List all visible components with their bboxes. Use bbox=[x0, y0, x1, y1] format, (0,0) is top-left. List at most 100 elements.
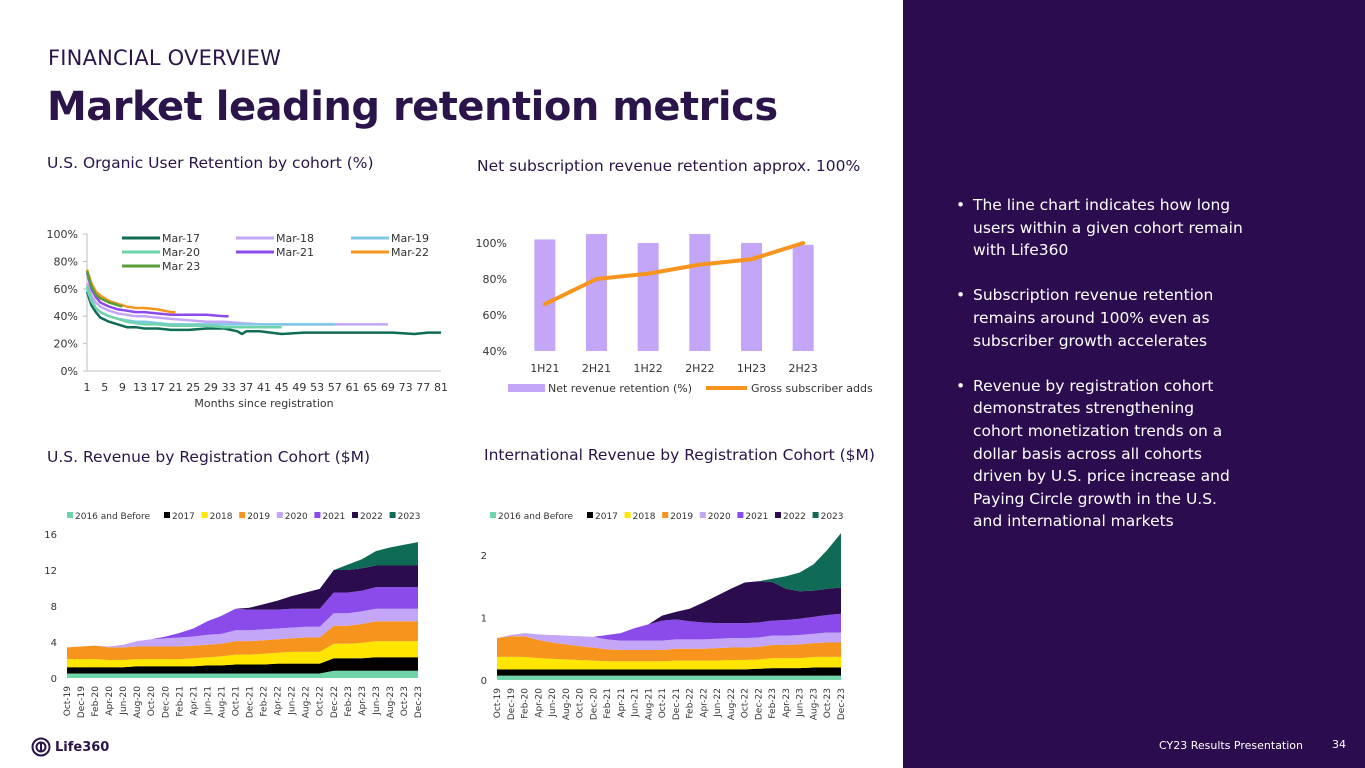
intl-revenue-area-chart: 0 1 2 Oct-19 Dec-19 Feb-20 Apr-20 Jun-20 Aug-20 O… bbox=[481, 512, 847, 720]
legend-label: 2021 bbox=[745, 512, 768, 522]
legend-label: 2018 bbox=[633, 512, 656, 522]
y-tick-label: 0% bbox=[61, 365, 78, 378]
legend-label: 2023 bbox=[398, 512, 421, 522]
y-tick-label: 2 bbox=[481, 551, 487, 562]
legend-label: 2023 bbox=[821, 512, 844, 522]
area-2021 bbox=[67, 587, 418, 648]
bar bbox=[534, 239, 556, 351]
x-tick-label: Apr-23 bbox=[358, 686, 368, 716]
area-2016-and-before bbox=[67, 670, 418, 678]
legend-swatch bbox=[587, 512, 593, 518]
x-tick-label: Dec-21 bbox=[246, 686, 256, 718]
x-tick-label: 21 bbox=[169, 381, 183, 394]
bullet-item: • Subscription revenue retention remains … bbox=[956, 286, 1214, 350]
x-tick-label: 29 bbox=[204, 381, 218, 394]
legend-swatch bbox=[239, 512, 246, 518]
x-tick-label: Jun-22 bbox=[713, 688, 723, 718]
y-tick-label: 100% bbox=[47, 228, 78, 241]
x-tick-label: 81 bbox=[434, 381, 448, 394]
area-2018 bbox=[497, 656, 841, 670]
x-tick-label: 2H23 bbox=[789, 362, 818, 375]
legend-label: Mar-17 bbox=[162, 232, 200, 245]
legend-label: 2022 bbox=[360, 512, 383, 522]
area-2020 bbox=[497, 632, 841, 650]
legend-label: 2022 bbox=[783, 512, 806, 522]
area-2017 bbox=[67, 657, 418, 674]
series-line-mar-22 bbox=[85, 269, 176, 314]
x-tick-label: Dec-22 bbox=[330, 686, 340, 718]
x-tick-label: Aug-22 bbox=[302, 686, 312, 718]
x-tick-label: Jun-20 bbox=[119, 686, 129, 716]
x-tick-label: 61 bbox=[346, 381, 360, 394]
x-tick-label: Aug-23 bbox=[809, 688, 819, 720]
area-2022 bbox=[67, 565, 418, 648]
us-retention-line-chart: 0% 20% 40% 60% 80% 100% 1 5 9 13 17 21 25 29 33 37 41 45 4… bbox=[47, 228, 448, 410]
area-2018 bbox=[67, 641, 418, 668]
area-2020 bbox=[67, 608, 418, 648]
legend-label: Mar 23 bbox=[162, 260, 200, 273]
legend-label: 2019 bbox=[670, 512, 693, 522]
legend-swatch bbox=[662, 512, 669, 518]
x-tick-label: Oct-21 bbox=[658, 688, 668, 718]
x-tick-label: Oct-23 bbox=[400, 686, 410, 716]
x-tick-label: 1H21 bbox=[530, 362, 559, 375]
x-tick-label: 1H22 bbox=[634, 362, 663, 375]
bullet-item: • Revenue by registration cohort demonstr… bbox=[956, 376, 1230, 531]
legend-swatch bbox=[276, 512, 283, 518]
x-tick-label: Jun-23 bbox=[796, 688, 806, 718]
y-tick-label: 80% bbox=[483, 273, 507, 286]
x-tick-label: 33 bbox=[222, 381, 236, 394]
x-tick-label: Feb-21 bbox=[175, 686, 185, 717]
legend-label: Mar-22 bbox=[391, 246, 429, 259]
area-2017 bbox=[497, 667, 841, 676]
x-tick-label: 37 bbox=[239, 381, 253, 394]
x-tick-label: Feb-23 bbox=[768, 688, 778, 719]
area-2019 bbox=[497, 636, 841, 662]
x-tick-label: Aug-21 bbox=[217, 686, 227, 718]
series-line-mar-17 bbox=[85, 291, 441, 336]
x-tick-label: 9 bbox=[119, 381, 126, 394]
area-2019 bbox=[67, 621, 418, 660]
legend-label: 2018 bbox=[210, 512, 233, 522]
y-tick-label: 1 bbox=[481, 614, 487, 625]
x-tick-label: 69 bbox=[381, 381, 395, 394]
x-tick-label: Feb-22 bbox=[260, 686, 270, 717]
sidebar-panel bbox=[903, 0, 1365, 768]
logo-text: Life360 bbox=[55, 739, 110, 755]
x-tick-label: Apr-21 bbox=[617, 688, 627, 718]
x-tick-label: 77 bbox=[416, 381, 430, 394]
x-tick-label: Apr-22 bbox=[274, 686, 284, 716]
x-tick-label: Dec-21 bbox=[672, 688, 682, 720]
series-line-mar-21 bbox=[85, 272, 229, 318]
x-tick-label: Apr-20 bbox=[534, 688, 544, 718]
x-tick-label: Apr-21 bbox=[189, 686, 199, 716]
x-tick-label: Aug-20 bbox=[133, 686, 143, 719]
footer-label: CY23 Results Presentation bbox=[1159, 739, 1303, 752]
legend-swatch bbox=[812, 512, 819, 518]
x-tick-label: Oct-20 bbox=[576, 688, 586, 719]
bullet-text: Revenue by registration cohort demonstra… bbox=[973, 376, 1230, 531]
legend-label: 2020 bbox=[285, 512, 308, 522]
y-tick-label: 8 bbox=[51, 602, 57, 613]
chart-title-intl-revenue: International Revenue by Registration Co… bbox=[484, 446, 875, 464]
x-tick-label: Dec-20 bbox=[161, 686, 171, 718]
bullet-text: Subscription revenue retention remains a… bbox=[973, 286, 1214, 350]
x-tick-label: 53 bbox=[310, 381, 324, 394]
bar bbox=[741, 243, 762, 351]
x-tick-label: 73 bbox=[399, 381, 413, 394]
x-tick-label: Jun-21 bbox=[631, 688, 641, 718]
x-tick-label: Jun-20 bbox=[548, 688, 558, 718]
x-tick-label: Jun-21 bbox=[203, 686, 213, 716]
legend-label: 2021 bbox=[322, 512, 345, 522]
x-tick-label: Dec-23 bbox=[414, 686, 424, 718]
legend-swatch bbox=[67, 512, 73, 518]
legend-swatch bbox=[737, 512, 744, 518]
section-kicker: FINANCIAL OVERVIEW bbox=[48, 46, 282, 70]
bar bbox=[586, 234, 607, 351]
bullet-item: • The line chart indicates how long users… bbox=[956, 196, 1243, 260]
x-tick-label: Dec-19 bbox=[507, 688, 517, 720]
x-tick-label: Dec-20 bbox=[589, 688, 599, 720]
x-tick-label: Dec-19 bbox=[77, 686, 87, 718]
legend-swatch bbox=[314, 512, 321, 518]
x-tick-label: Aug-23 bbox=[386, 686, 396, 718]
